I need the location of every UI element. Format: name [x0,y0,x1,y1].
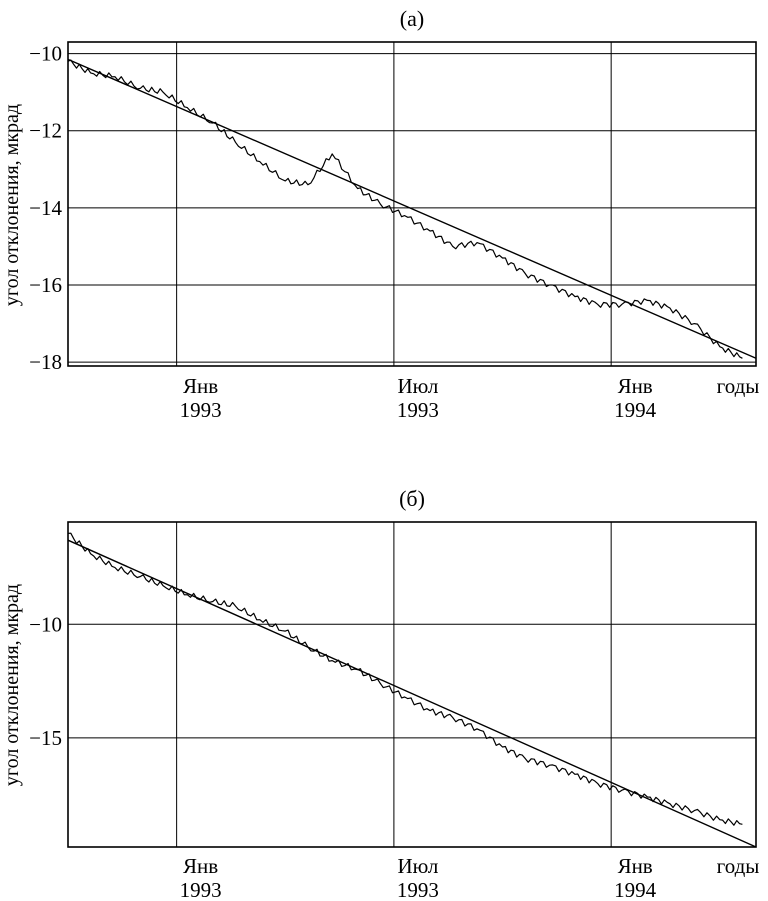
panel-a-y-ticks: −10 −12 −14 −16 −18 [29,42,62,375]
panel-b-series [67,532,757,848]
panel-a-x-tick-year: 1993 [180,398,222,422]
panel-b-x-tick-year: 1993 [180,878,222,901]
panel-a-frame [67,41,757,367]
panel-a-y-tick-label: −12 [29,119,62,143]
panel-b-x-tick-month: Янв [618,854,653,878]
panel-a: (a) −10−12−14−16−18 Янв1993Июл1993Янв199… [1,6,759,422]
panel-a-label: (a) [400,6,424,31]
panel-b-frame [67,521,757,848]
panel-a-series [67,58,757,359]
panel-b-measured-series [67,532,743,826]
panel-b-x-unit-label: годы [717,854,760,878]
panel-a-x-tick-month: Июл [397,374,438,398]
panel-a-y-tick-label: −18 [29,350,62,374]
panel-a-y-tick-label: −14 [29,196,62,220]
panel-a-grid [68,42,756,366]
panel-b-y-ticks: −10 −15 [29,612,62,750]
panel-a-x-unit-label: годы [717,374,760,398]
panel-a-x-tick-month: Янв [618,374,653,398]
panel-a-x-tick-year: 1994 [614,398,657,422]
panel-b-y-axis-label: угол отклонения, мкрад [1,584,23,786]
panel-a-x-tick-month: Янв [183,374,218,398]
panel-a-y-axis-label: угол отклонения, мкрад [1,104,23,306]
panel-b-x-tick-year: 1993 [397,878,439,901]
panel-a-x-tick-year: 1993 [397,398,439,422]
panel-a-y-tick-label: −16 [29,273,62,297]
panel-b-y-tick-label: −10 [29,612,62,636]
panel-b-grid [68,522,756,847]
panel-a-trend-line [67,58,757,359]
panel-b-y-tick-label: −15 [29,726,62,750]
panel-a-measured-series [67,59,743,359]
panel-b-trend-line [67,539,757,848]
panel-b-x-tick-month: Июл [397,854,438,878]
panel-a-y-tick-label: −10 [29,42,62,66]
panel-b-x-tick-month: Янв [183,854,218,878]
panel-b-label: (б) [399,486,425,511]
panel-b-x-tick-year: 1994 [614,878,657,901]
